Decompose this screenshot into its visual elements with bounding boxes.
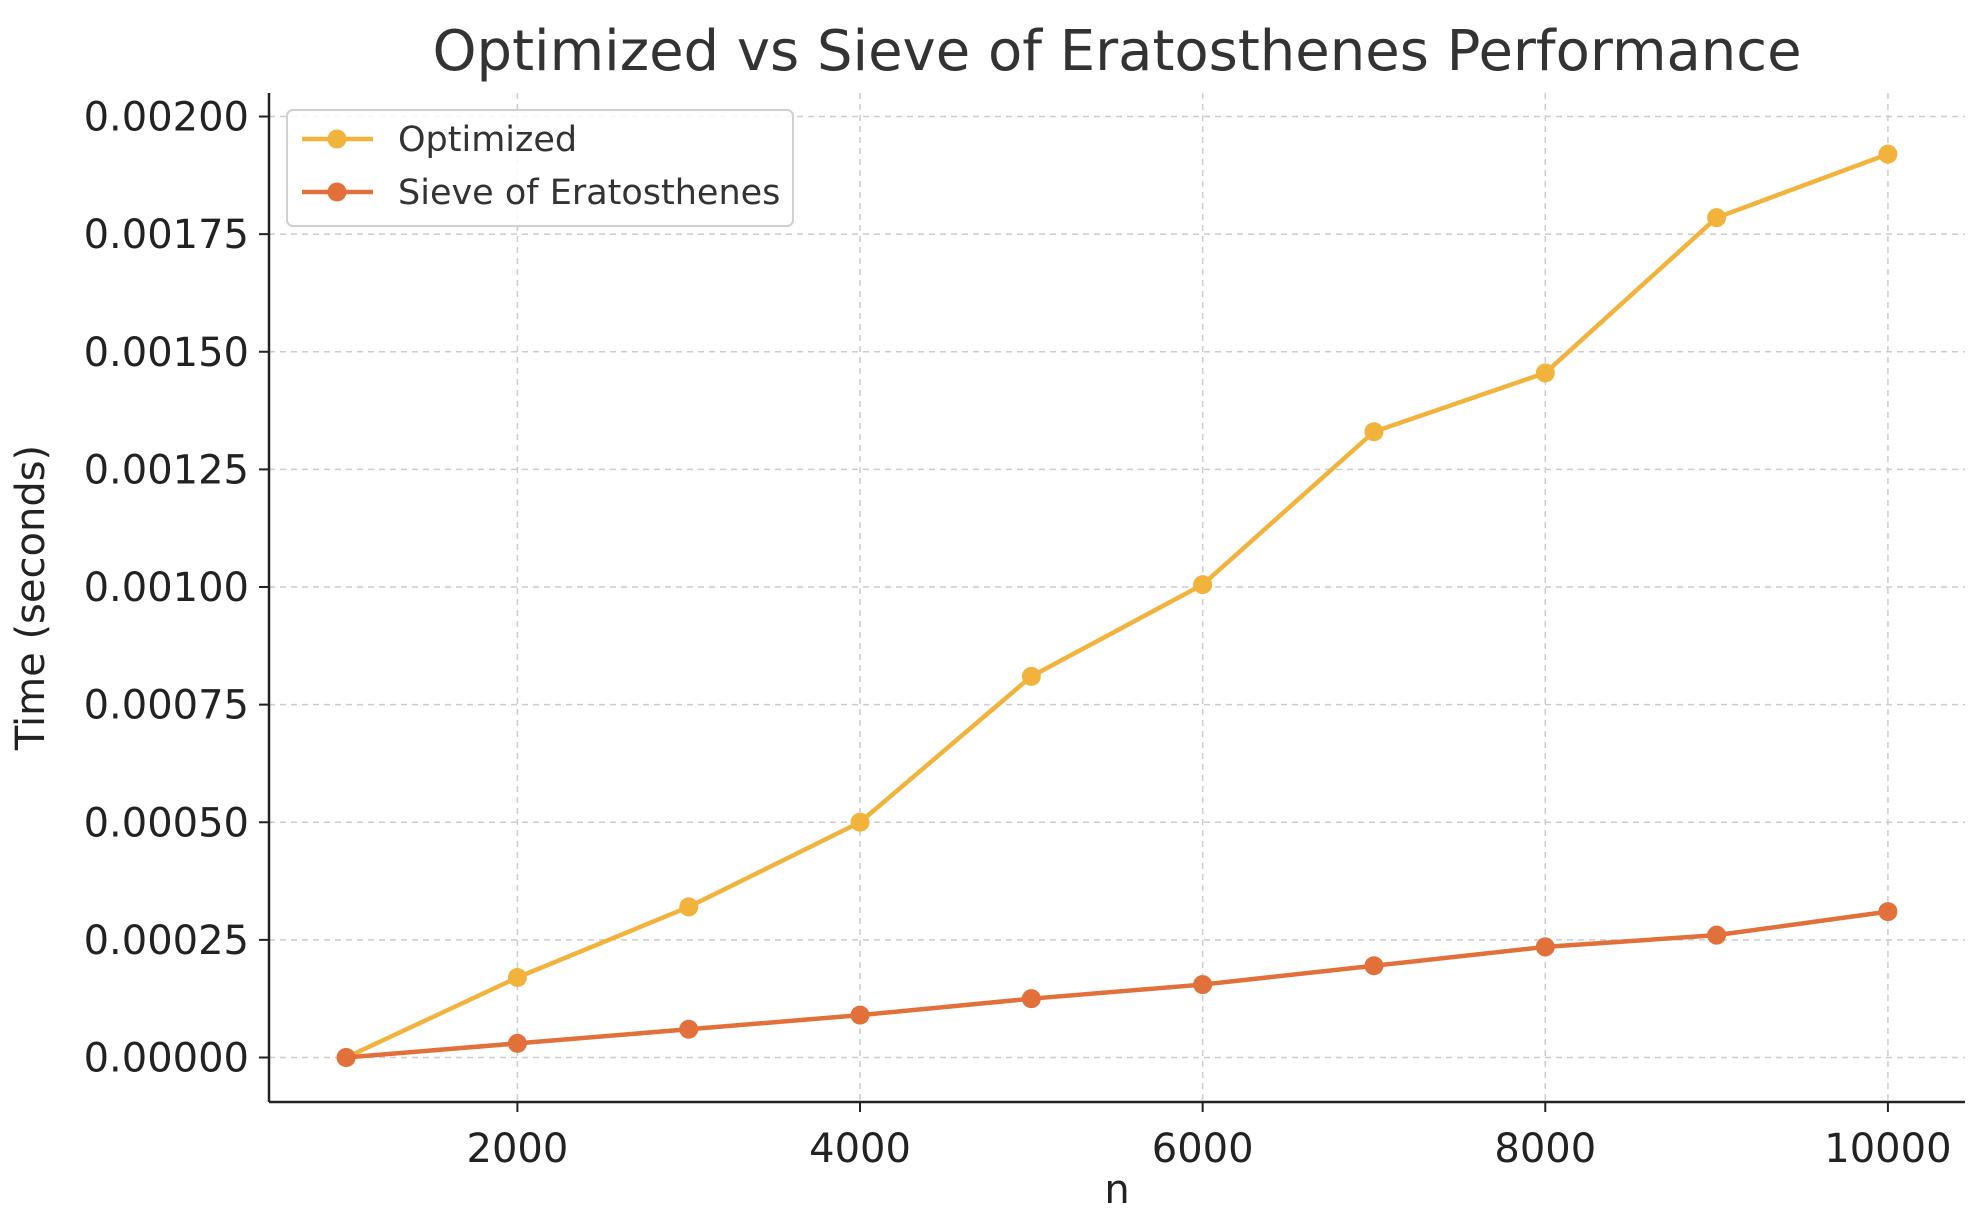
series-1 — [336, 902, 1898, 1067]
data-point — [850, 1005, 870, 1025]
legend-label: Optimized — [398, 120, 577, 160]
data-point — [1021, 666, 1041, 686]
axes — [267, 93, 1965, 1104]
data-point — [1707, 925, 1727, 945]
data-point — [1021, 989, 1041, 1009]
x-tick-label: 8000 — [1494, 1126, 1596, 1172]
legend-item: Optimized — [302, 120, 577, 160]
y-tick-label: 0.00075 — [84, 683, 249, 729]
y-tick-label: 0.00150 — [84, 330, 249, 376]
y-tick-label: 0.00050 — [84, 800, 249, 846]
data-point — [336, 1047, 356, 1067]
data-point — [1193, 975, 1213, 995]
grid — [269, 93, 1965, 1102]
y-tick-label: 0.00200 — [84, 95, 249, 141]
series-0 — [336, 144, 1898, 1067]
x-tick-label: 2000 — [467, 1126, 569, 1172]
legend-box — [286, 109, 794, 227]
data-point — [679, 1019, 699, 1039]
data-point — [1364, 422, 1384, 442]
legend-items: Optimized Sieve of Eratosthenes — [302, 120, 780, 213]
data-point — [1878, 902, 1898, 922]
data-point — [1193, 575, 1213, 595]
tick-labels: 2000 4000 6000 8000 10000 0.00000 0.00025 0.000… — [84, 95, 1952, 1172]
y-tick-label: 0.00000 — [84, 1035, 249, 1081]
legend-swatch-marker — [327, 182, 347, 202]
series — [336, 144, 1898, 1067]
x-tick-label: 4000 — [809, 1126, 911, 1172]
x-tick-label: 6000 — [1152, 1126, 1254, 1172]
data-point — [1707, 208, 1727, 228]
data-point — [1535, 937, 1555, 957]
data-point — [850, 812, 870, 832]
series-line — [345, 152, 1889, 1060]
data-point — [507, 1033, 527, 1053]
data-point — [1878, 144, 1898, 164]
y-tick-label: 0.00175 — [84, 212, 249, 258]
data-point — [507, 968, 527, 988]
legend: Optimized Sieve of Eratosthenes — [286, 109, 794, 227]
data-point — [1535, 363, 1555, 383]
y-axis-title: Time (seconds) — [8, 445, 54, 751]
legend-swatch-marker — [327, 129, 347, 149]
chart-title: Optimized vs Sieve of Eratosthenes Perfo… — [432, 19, 1801, 84]
legend-item: Sieve of Eratosthenes — [302, 173, 780, 213]
x-axis-title: n — [1104, 1167, 1129, 1213]
series-line — [345, 909, 1889, 1060]
data-point — [1364, 956, 1384, 976]
y-tick-label: 0.00100 — [84, 565, 249, 611]
data-point — [679, 897, 699, 917]
legend-label: Sieve of Eratosthenes — [398, 173, 780, 213]
y-tick-label: 0.00025 — [84, 918, 249, 964]
y-tick-label: 0.00125 — [84, 447, 249, 493]
x-tick-label: 10000 — [1824, 1126, 1951, 1172]
